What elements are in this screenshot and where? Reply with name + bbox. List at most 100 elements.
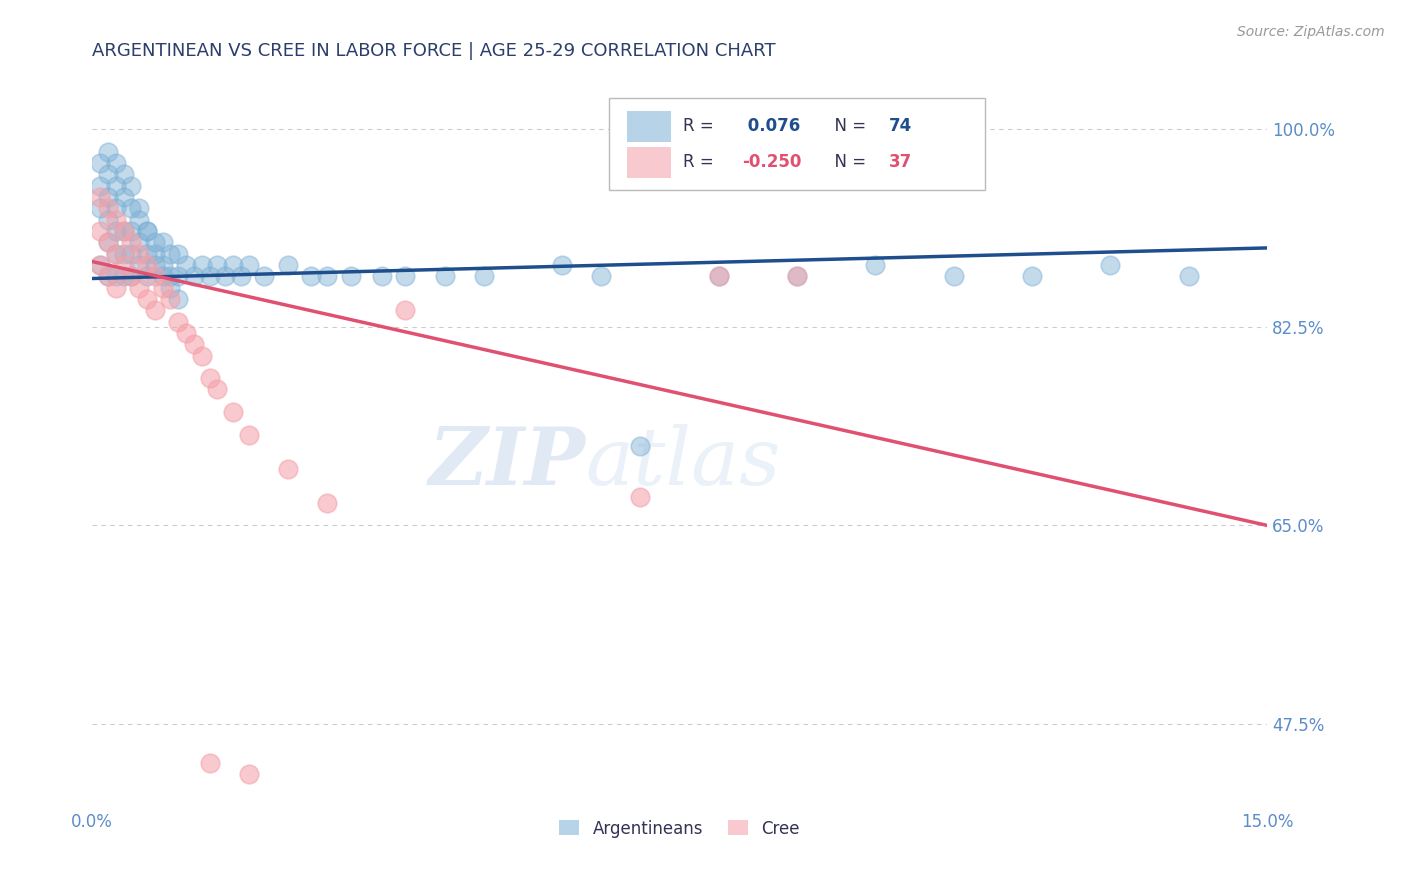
- Point: [97, 235, 120, 250]
- Point: [159, 269, 181, 284]
- Point: [143, 246, 166, 260]
- Point: [112, 258, 135, 272]
- Point: [120, 178, 142, 193]
- Point: [97, 212, 120, 227]
- Point: [786, 269, 808, 284]
- Point: [152, 258, 174, 272]
- Point: [104, 246, 127, 260]
- Point: [174, 326, 197, 340]
- FancyBboxPatch shape: [609, 98, 986, 190]
- Point: [167, 314, 190, 328]
- Point: [143, 303, 166, 318]
- Point: [89, 190, 111, 204]
- Point: [128, 280, 150, 294]
- Point: [136, 246, 159, 260]
- Point: [1099, 258, 1122, 272]
- Point: [128, 258, 150, 272]
- Point: [97, 190, 120, 204]
- Point: [865, 258, 887, 272]
- Point: [214, 269, 236, 284]
- Point: [97, 269, 120, 284]
- Point: [277, 258, 299, 272]
- Point: [104, 269, 127, 284]
- Point: [786, 269, 808, 284]
- Point: [183, 269, 205, 284]
- Point: [198, 756, 221, 771]
- Text: ARGENTINEAN VS CREE IN LABOR FORCE | AGE 25-29 CORRELATION CHART: ARGENTINEAN VS CREE IN LABOR FORCE | AGE…: [93, 42, 776, 60]
- Point: [238, 427, 260, 442]
- Point: [128, 212, 150, 227]
- Point: [136, 269, 159, 284]
- Point: [551, 258, 574, 272]
- Point: [89, 258, 111, 272]
- Point: [394, 303, 416, 318]
- Point: [472, 269, 495, 284]
- Point: [152, 269, 174, 284]
- Point: [238, 258, 260, 272]
- FancyBboxPatch shape: [627, 112, 671, 143]
- Point: [112, 224, 135, 238]
- Point: [277, 461, 299, 475]
- Point: [229, 269, 252, 284]
- Point: [120, 246, 142, 260]
- Point: [301, 269, 323, 284]
- Point: [120, 269, 142, 284]
- Point: [198, 371, 221, 385]
- Point: [112, 167, 135, 181]
- Point: [128, 235, 150, 250]
- Point: [128, 202, 150, 216]
- Point: [707, 269, 730, 284]
- Point: [97, 145, 120, 159]
- Point: [152, 235, 174, 250]
- Point: [191, 349, 214, 363]
- Point: [136, 224, 159, 238]
- Point: [104, 224, 127, 238]
- Point: [112, 246, 135, 260]
- Legend: Argentineans, Cree: Argentineans, Cree: [553, 813, 807, 844]
- Point: [136, 292, 159, 306]
- Text: 0.076: 0.076: [742, 117, 800, 136]
- Point: [104, 178, 127, 193]
- Point: [159, 280, 181, 294]
- Text: R =: R =: [683, 153, 718, 171]
- Point: [143, 269, 166, 284]
- Point: [104, 246, 127, 260]
- Point: [433, 269, 456, 284]
- Text: 37: 37: [889, 153, 912, 171]
- Point: [97, 235, 120, 250]
- Point: [128, 246, 150, 260]
- Point: [183, 337, 205, 351]
- Point: [591, 269, 613, 284]
- Point: [222, 258, 245, 272]
- Point: [174, 258, 197, 272]
- Point: [198, 269, 221, 284]
- Point: [112, 224, 135, 238]
- Point: [104, 280, 127, 294]
- Point: [207, 383, 229, 397]
- Point: [207, 258, 229, 272]
- Point: [167, 269, 190, 284]
- Point: [120, 202, 142, 216]
- Point: [394, 269, 416, 284]
- Point: [104, 202, 127, 216]
- Point: [371, 269, 394, 284]
- Point: [136, 258, 159, 272]
- Point: [222, 405, 245, 419]
- Point: [120, 269, 142, 284]
- Point: [97, 269, 120, 284]
- Text: R =: R =: [683, 117, 718, 136]
- Point: [159, 246, 181, 260]
- Point: [89, 156, 111, 170]
- Point: [89, 178, 111, 193]
- Point: [167, 292, 190, 306]
- Point: [238, 767, 260, 781]
- Point: [89, 258, 111, 272]
- Point: [97, 202, 120, 216]
- Point: [120, 235, 142, 250]
- Point: [159, 292, 181, 306]
- Point: [707, 269, 730, 284]
- Text: Source: ZipAtlas.com: Source: ZipAtlas.com: [1237, 25, 1385, 39]
- Text: 74: 74: [889, 117, 912, 136]
- Point: [143, 258, 166, 272]
- Point: [253, 269, 276, 284]
